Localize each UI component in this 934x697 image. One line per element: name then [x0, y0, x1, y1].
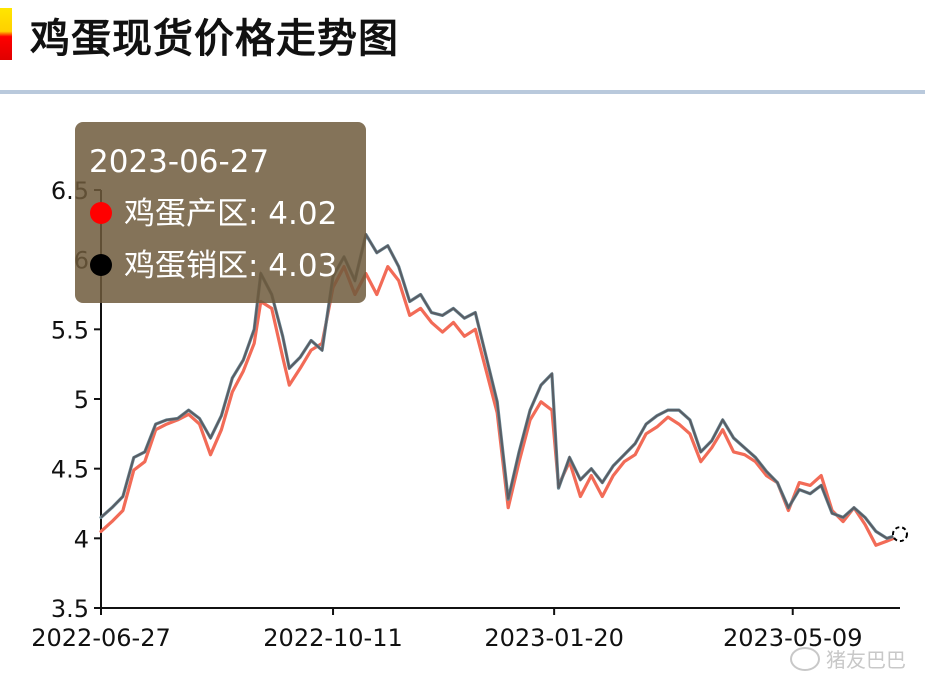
hover-point-marker[interactable] — [892, 526, 908, 543]
watermark-text: 猪友巴巴 — [826, 648, 906, 672]
y-tick-label: 5.5 — [51, 316, 89, 344]
tooltip-row-text: 鸡蛋产区: 4.02 — [124, 196, 337, 232]
page-title: 鸡蛋现货价格走势图 — [30, 16, 399, 62]
series-line-producing-area[interactable] — [99, 265, 902, 547]
x-tick-label: 2022-06-27 — [31, 624, 170, 652]
tooltip-series-dot — [90, 202, 112, 224]
title-divider — [0, 90, 925, 94]
title-bar: 鸡蛋现货价格走势图 — [0, 0, 934, 94]
y-tick-label: 4 — [74, 525, 89, 553]
y-tick-label: 3.5 — [51, 595, 89, 623]
x-tick-label: 2022-10-11 — [263, 624, 402, 652]
watermark: 猪友巴巴 — [790, 644, 906, 673]
tooltip-series-dot — [90, 254, 112, 276]
series-line-selling-area[interactable] — [99, 233, 902, 540]
y-tick-label: 5 — [74, 386, 89, 414]
tooltip-box — [75, 122, 366, 303]
tooltip-date: 2023-06-27 — [89, 144, 269, 180]
y-tick-label: 4.5 — [51, 456, 89, 484]
x-tick-label: 2023-01-20 — [484, 624, 623, 652]
title-marker-icon — [0, 8, 12, 60]
x-tick-label: 2023-05-09 — [723, 624, 862, 652]
wechat-icon — [790, 646, 820, 671]
series-overlap-shade — [100, 231, 901, 540]
tooltip-row-text: 鸡蛋销区: 4.03 — [124, 248, 337, 284]
